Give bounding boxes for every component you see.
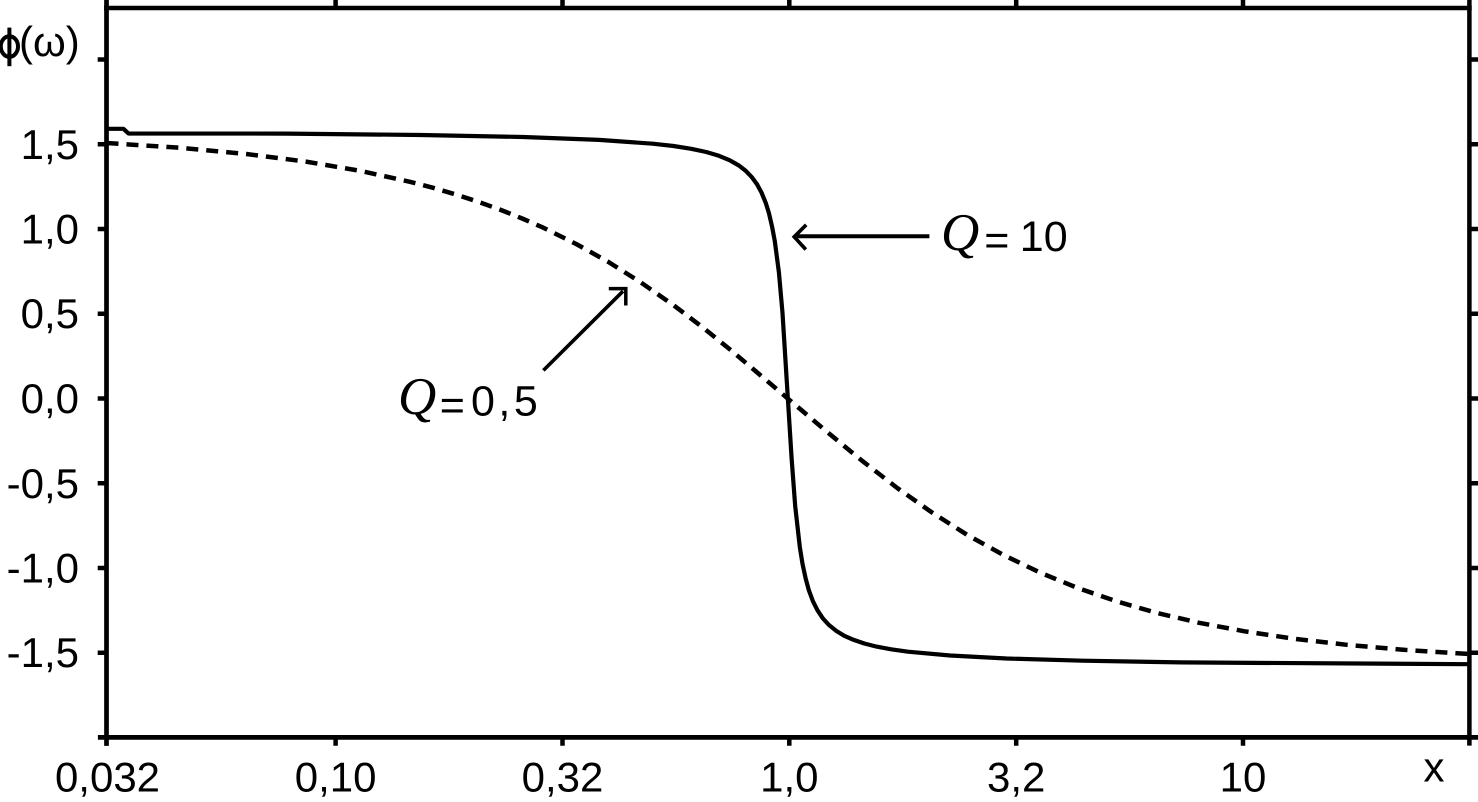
svg-text:0,5: 0,5 [21,290,79,337]
svg-text:1,5: 1,5 [21,121,79,168]
svg-text:-1,5: -1,5 [7,629,79,676]
svg-text:(ω): (ω) [19,18,80,65]
svg-text:0,0: 0,0 [21,375,79,422]
svg-text:-0,5: -0,5 [7,460,79,507]
svg-text:=: = [440,381,465,429]
svg-text:Q: Q [941,204,979,262]
svg-text:10: 10 [1020,213,1068,261]
svg-text:=: = [984,217,1009,265]
svg-text:1,0: 1,0 [760,754,818,798]
svg-text:x: x [1424,744,1445,791]
svg-text:0,32: 0,32 [522,754,604,798]
svg-text:0,5: 0,5 [471,377,541,425]
svg-text:3,2: 3,2 [987,754,1045,798]
svg-text:Q: Q [398,368,436,426]
svg-text:0,032: 0,032 [55,754,160,798]
svg-text:0,10: 0,10 [295,754,377,798]
svg-text:-1,0: -1,0 [7,545,79,592]
svg-text:10: 10 [1220,754,1267,798]
svg-text:1,0: 1,0 [21,206,79,253]
